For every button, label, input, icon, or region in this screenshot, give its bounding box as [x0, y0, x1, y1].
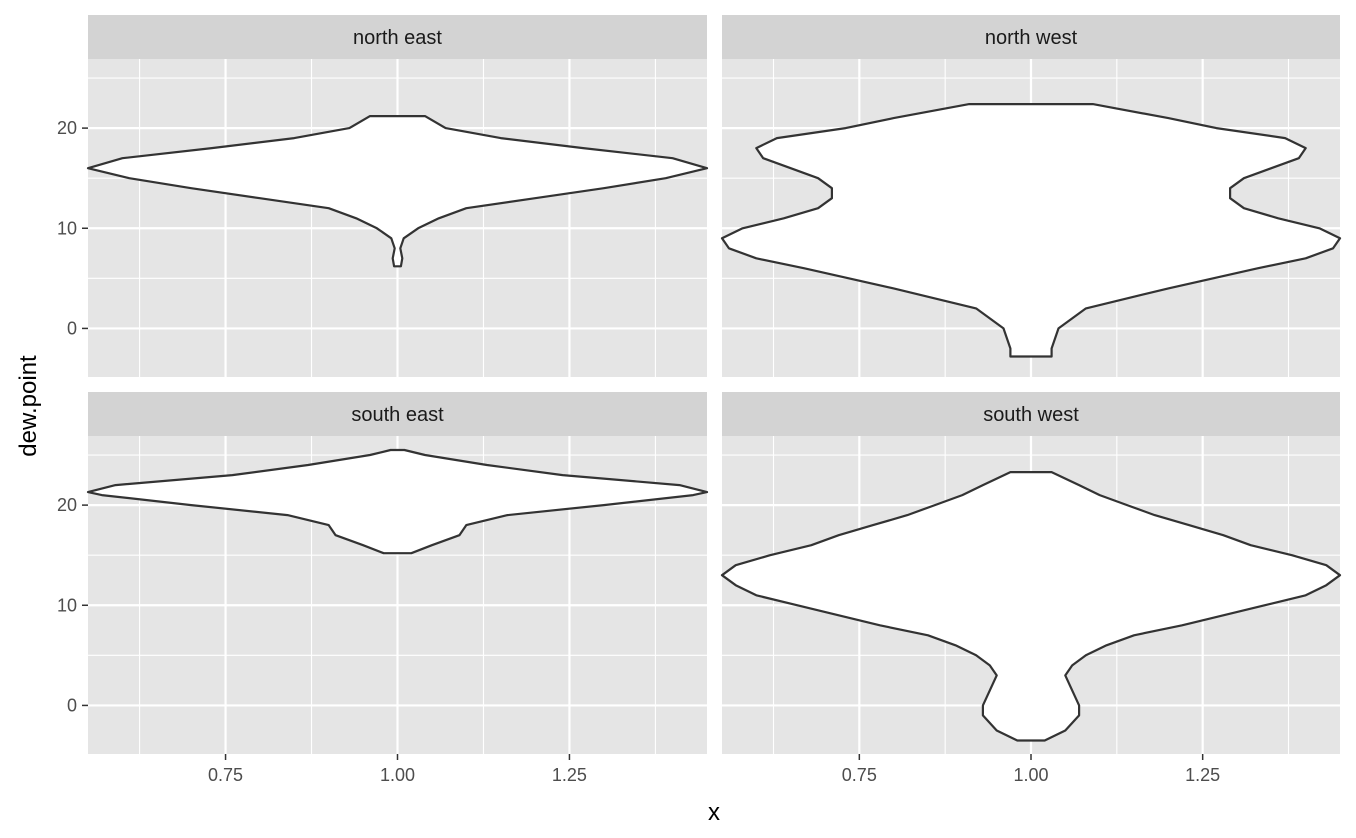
- x-tick-label: 0.75: [842, 765, 877, 785]
- facet-label: north east: [353, 27, 442, 49]
- y-tick-label: 0: [67, 695, 77, 715]
- violin-shape: [720, 103, 1342, 358]
- violin-shape: [86, 115, 709, 268]
- x-tick-label: 1.25: [552, 765, 587, 785]
- violin-shape: [86, 448, 709, 555]
- y-tick-label: 20: [57, 495, 77, 515]
- x-tick-label: 1.00: [380, 765, 415, 785]
- facet-panel: south west: [720, 392, 1342, 754]
- facet-label: south west: [983, 404, 1079, 426]
- axes-layer: 0 10 20 0 10 20 0.75 1.00 1.25 0.75 1.00 1.25: [57, 118, 1220, 785]
- y-tick-label: 20: [57, 118, 77, 138]
- facet-strip: [88, 392, 707, 436]
- violin-shape: [720, 471, 1342, 742]
- y-tick-label: 10: [57, 218, 77, 238]
- facet-strip: [722, 392, 1340, 436]
- x-tick-label: 1.00: [1013, 765, 1048, 785]
- facet-panel: north west: [720, 15, 1342, 377]
- facet-panel: north east: [86, 15, 709, 377]
- y-axis-title: dew.point: [15, 355, 42, 457]
- x-axis-title: x: [708, 799, 720, 826]
- x-tick-label: 0.75: [208, 765, 243, 785]
- facet-strip: [722, 15, 1340, 59]
- x-tick-label: 1.25: [1185, 765, 1220, 785]
- facet-strip: [88, 15, 707, 59]
- facet-label: south east: [351, 404, 444, 426]
- y-tick-label: 0: [67, 318, 77, 338]
- panels-layer: north east north west south east south west: [86, 15, 1342, 754]
- y-tick-label: 10: [57, 595, 77, 615]
- facet-panel: south east: [86, 392, 709, 754]
- facet-label: north west: [985, 27, 1078, 49]
